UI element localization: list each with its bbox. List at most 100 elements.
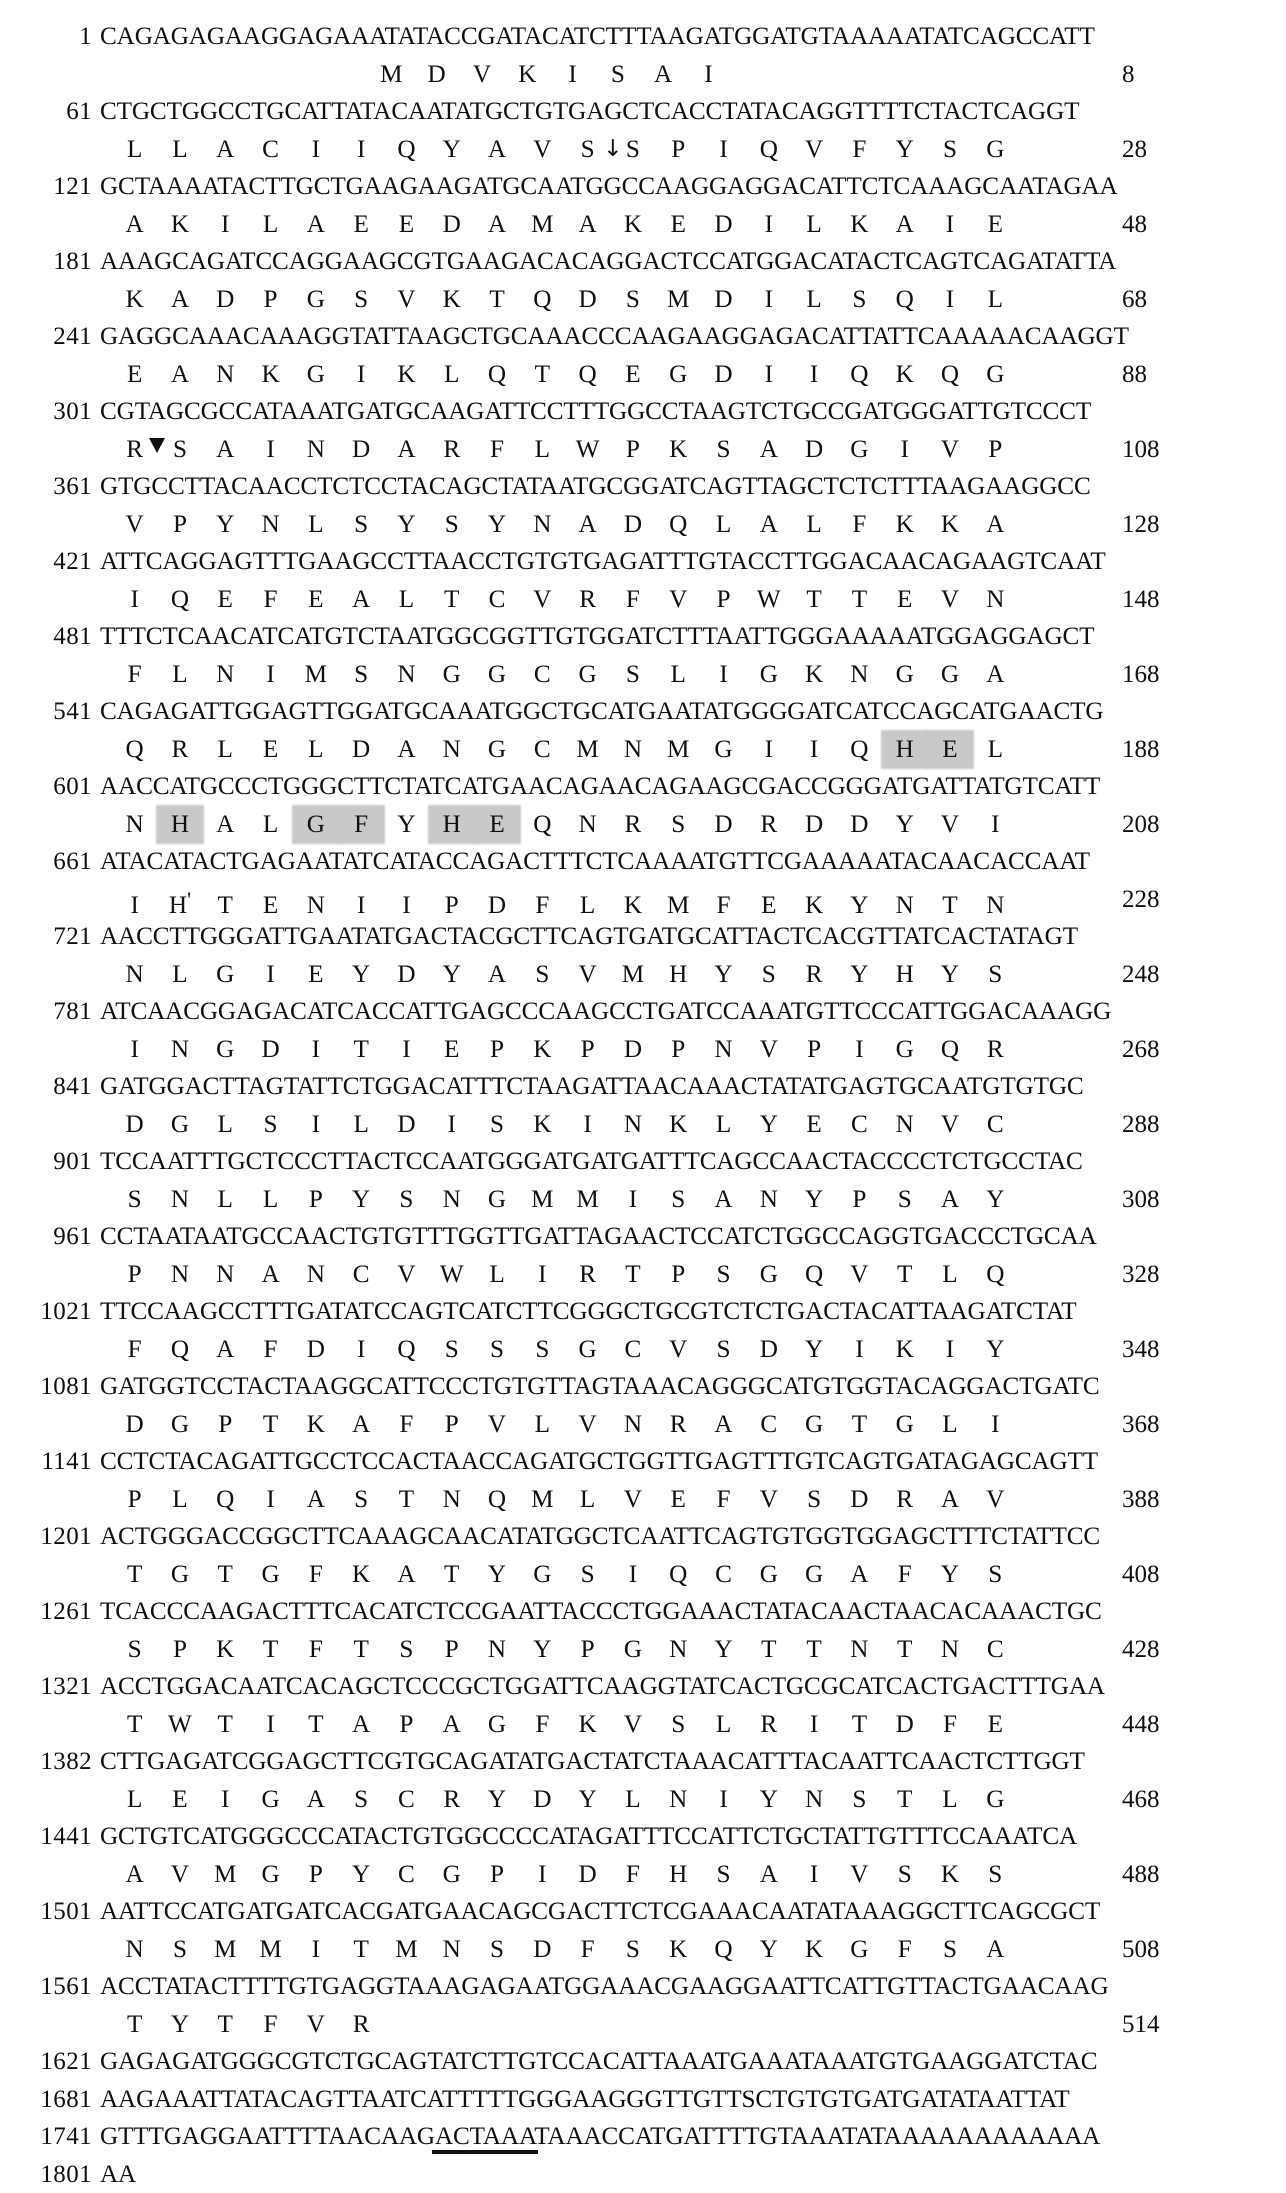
amino-acid-residue: G <box>248 1556 293 1594</box>
amino-acid-residue: R <box>610 806 655 844</box>
amino-acid-residue: M <box>369 56 414 94</box>
amino-acid-residue: N <box>429 1931 474 1969</box>
amino-acid-residue: E <box>656 206 701 244</box>
amino-acid-residue: Q <box>837 731 882 769</box>
amino-acid-residue: M <box>203 1856 248 1894</box>
amino-acid-residue: M <box>293 656 338 694</box>
amino-acid-residue: A <box>203 1331 248 1369</box>
amino-acid-residue: N <box>384 656 429 694</box>
amino-acid-residue: G <box>565 1331 610 1369</box>
amino-acid-residue: R <box>973 1031 1018 1069</box>
amino-acid-residue: T <box>882 1631 927 1669</box>
amino-acid-residue: C <box>701 1556 746 1594</box>
amino-acid-residue: E <box>973 206 1018 244</box>
amino-acid-residue: M <box>656 731 701 769</box>
amino-acid-residue: Y <box>927 956 972 994</box>
amino-acid-residue: M <box>248 1931 293 1969</box>
amino-acid-residue: F <box>927 1706 972 1744</box>
amino-acid-residue: D <box>791 806 836 844</box>
amino-acid-residue: D <box>565 281 610 319</box>
amino-acid-residue: L <box>248 806 293 844</box>
amino-acid-residue: A <box>338 1406 383 1444</box>
amino-acid-residue: D <box>414 56 459 94</box>
amino-acid-residue: A <box>338 581 383 619</box>
amino-acid-residue: R <box>565 581 610 619</box>
dna-sequence: GAGAGATGGGCGTCTGCAGTATCTTGTCCACATTAAATGA… <box>100 2043 1097 2081</box>
amino-acid-residue: P <box>837 1181 882 1219</box>
dna-position-number: 1261 <box>0 1593 92 1631</box>
amino-acid-residue: F <box>293 1556 338 1594</box>
amino-acid-residue: S <box>384 1631 429 1669</box>
amino-acid-residue: I <box>203 1781 248 1819</box>
amino-acid-residue: Y <box>746 1931 791 1969</box>
amino-acid-residue: S <box>429 506 474 544</box>
amino-acid-residue: N <box>203 356 248 394</box>
amino-acid-residue: K <box>927 1856 972 1894</box>
amino-acid-residue: L <box>429 356 474 394</box>
amino-acid-residue: A <box>927 1181 972 1219</box>
amino-acid-residue: N <box>610 1106 655 1144</box>
amino-acid-residue: E <box>203 581 248 619</box>
amino-acid-residue: S <box>882 1856 927 1894</box>
dna-position-number: 1382 <box>0 1743 92 1781</box>
amino-acid-residue: N <box>610 1406 655 1444</box>
dna-sequence: CAGAGAGAAGGAGAAATATACCGATACATCTTTAAGATGG… <box>100 18 1095 56</box>
amino-acid-residue: I <box>746 356 791 394</box>
amino-acid-residue: N <box>429 731 474 769</box>
amino-acid-residue: I <box>248 1481 293 1519</box>
amino-acid-residue: N <box>474 1631 519 1669</box>
amino-acid-residue: S <box>157 1931 202 1969</box>
amino-acid-residue: G <box>293 356 338 394</box>
amino-acid-residue: S <box>595 56 640 94</box>
amino-acid-residue: L <box>203 731 248 769</box>
amino-acid-residue: I <box>293 1106 338 1144</box>
amino-acid-residue: F <box>112 1331 157 1369</box>
amino-acid-residue: D <box>112 1406 157 1444</box>
amino-acid-residue: T <box>837 1406 882 1444</box>
amino-acid-residue: S <box>656 1706 701 1744</box>
amino-acid-residue: N <box>293 431 338 469</box>
amino-acid-residue: I <box>610 1556 655 1594</box>
dna-position-number: 421 <box>0 543 92 581</box>
amino-acid-residue: Y <box>746 1106 791 1144</box>
amino-acid-residue: G <box>474 1181 519 1219</box>
amino-acid-residue: G <box>474 1706 519 1744</box>
amino-acid-residue: V <box>474 1406 519 1444</box>
amino-acid-residue: L <box>927 1781 972 1819</box>
amino-acid-residue: R <box>429 431 474 469</box>
amino-acid-residue: S <box>882 1181 927 1219</box>
amino-acid-residue: L <box>248 1181 293 1219</box>
amino-acid-residue: Y <box>791 1331 836 1369</box>
amino-acid-residue: G <box>610 1631 655 1669</box>
amino-acid-residue: A <box>927 1481 972 1519</box>
amino-acid-residue: N <box>112 806 157 844</box>
amino-acid-residue: A <box>973 656 1018 694</box>
amino-acid-residue: V <box>927 1106 972 1144</box>
dna-position-number: 181 <box>0 243 92 281</box>
amino-acid-residue: T <box>338 1631 383 1669</box>
amino-acid-residue: K <box>384 356 429 394</box>
amino-acid-residue: A <box>157 356 202 394</box>
amino-acid-residue: N <box>927 1631 972 1669</box>
amino-acid-residue: I <box>927 281 972 319</box>
residue-position-number: 488 <box>1122 1856 1206 1894</box>
residue-position-number: 288 <box>1122 1106 1206 1144</box>
